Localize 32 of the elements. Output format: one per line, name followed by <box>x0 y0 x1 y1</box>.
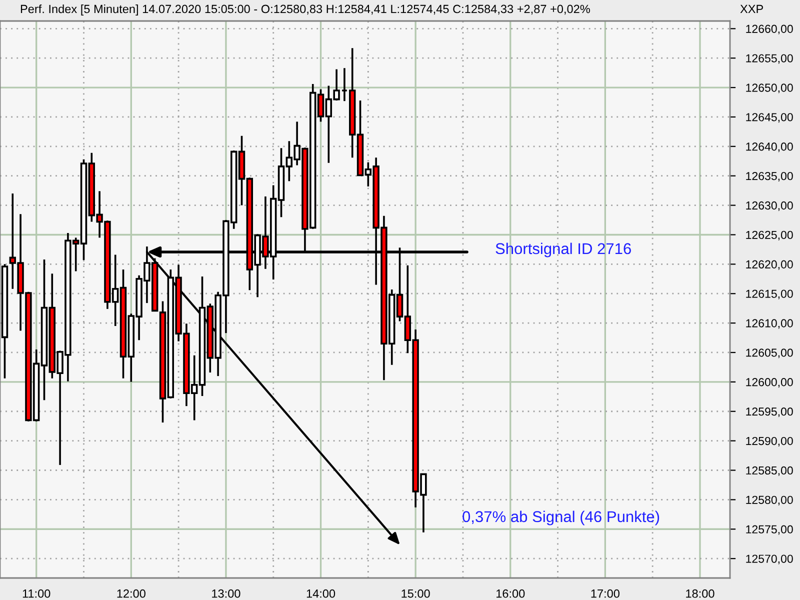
y-tick-label: 12645,00 <box>746 113 793 123</box>
y-tick-label: 12575,00 <box>746 525 793 535</box>
y-tick-label: 12580,00 <box>746 496 793 506</box>
y-tick-label: 12585,00 <box>746 466 793 476</box>
y-tick-label: 12570,00 <box>746 554 793 564</box>
y-tick-label: 12615,00 <box>746 290 793 300</box>
y-tick-label: 12655,00 <box>746 54 793 64</box>
y-tick-label: 12620,00 <box>746 260 793 270</box>
candlestick <box>341 67 348 102</box>
x-tick-label: 18:00 <box>686 589 714 598</box>
y-tick-label: 12635,00 <box>746 172 793 182</box>
annotation: 0,37% ab Signal (46 Punkte) <box>462 510 660 526</box>
y-tick-label: 12640,00 <box>746 142 793 152</box>
y-tick-label: 12650,00 <box>746 84 793 94</box>
x-tick-label: 12:00 <box>117 589 146 598</box>
x-tick-label: 11:00 <box>22 589 50 598</box>
annotation: Shortsignal ID 2716 <box>496 242 631 258</box>
chart-title: Perf. Index [5 Minuten] 14.07.2020 15:05:00 - O:12580,83 H:12584,41 L:12574,45 C:12584,33 +2,87 +0,02% <box>20 4 590 16</box>
y-tick-label: 12630,00 <box>746 201 793 211</box>
y-tick-label: 12600,00 <box>746 378 793 388</box>
x-tick-label: 16:00 <box>496 589 525 598</box>
x-tick-label: 13:00 <box>212 589 240 598</box>
x-tick-label: 14:00 <box>306 589 336 598</box>
y-tick-label: 12605,00 <box>746 348 793 358</box>
x-tick-label: 15:00 <box>402 589 430 598</box>
y-tick-label: 12660,00 <box>746 24 793 34</box>
text: XXP <box>740 4 763 14</box>
y-tick-label: 12590,00 <box>746 436 793 446</box>
y-tick-label: 12610,00 <box>746 319 793 329</box>
y-tick-label: 12595,00 <box>746 408 793 418</box>
y-tick-label: 12625,00 <box>746 230 793 240</box>
x-tick-label: 17:00 <box>591 589 620 598</box>
